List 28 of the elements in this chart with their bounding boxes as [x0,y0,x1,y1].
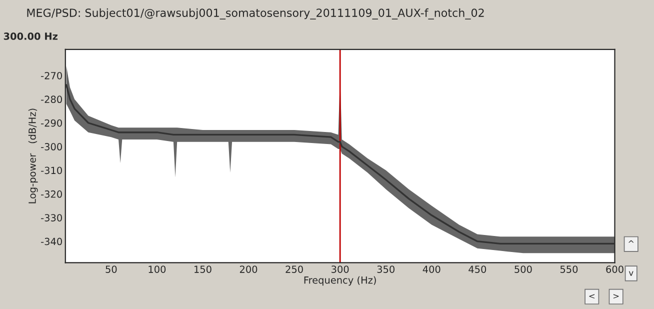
y-tick-label: -290 [41,119,62,127]
x-tick-label: 400 [422,266,440,273]
text: < [589,294,594,299]
x-tick-label: 50 [106,266,117,273]
x-tick-label: 200 [240,266,258,273]
text: ^ [628,240,634,243]
x-axis-title: Frequency (Hz) [304,276,376,286]
x-tick-label: 500 [514,266,532,273]
text: v [628,271,634,276]
text: > [613,294,619,299]
y-tick-label: -300 [41,143,62,150]
y-tick-label: -320 [41,190,62,198]
x-tick-label: 450 [468,266,486,273]
x-tick-label: 100 [148,266,166,273]
x-tick-label: 250 [286,266,303,273]
y-tick-label: -270 [41,72,62,80]
x-tick-label: 550 [560,266,578,273]
x-tick-label: 150 [194,266,212,273]
y-tick-label: -310 [41,166,62,174]
x-tick-label: 350 [377,266,394,273]
x-tick-label: 300 [332,266,349,273]
y-axis-title: Log-power (dB/Hz) [28,108,38,204]
chart-title: MEG/PSD: Subject01/@rawsubj001_somatosensory_20111109_01_AUX-f_notch_02 [27,8,484,20]
y-tick-label: -340 [41,238,62,246]
y-tick-label: -280 [41,96,62,104]
text: 300.00 Hz [4,32,58,40]
y-tick-label: -330 [41,214,62,222]
x-tick-label: 600 [606,266,624,273]
